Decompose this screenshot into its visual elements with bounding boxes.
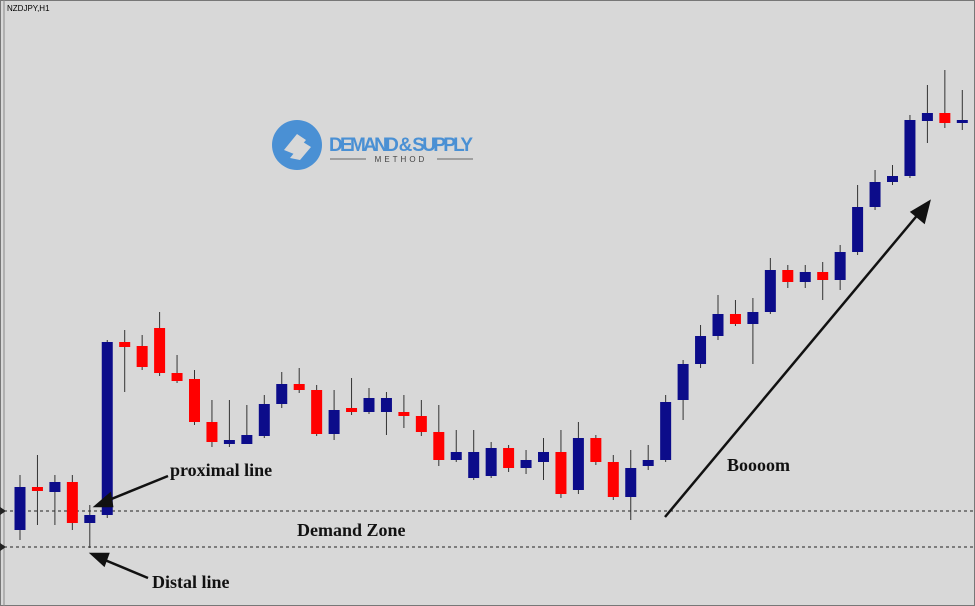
chart-title: NZDJPY,H1 xyxy=(7,4,50,13)
candle-body xyxy=(538,452,549,462)
arrow-head xyxy=(88,552,110,568)
candle-body xyxy=(817,272,829,280)
candle-body xyxy=(956,120,968,123)
candle-body xyxy=(869,182,881,207)
candle-body xyxy=(171,373,183,381)
zone xyxy=(0,507,975,551)
candle-body xyxy=(642,460,654,466)
candle-body xyxy=(223,440,235,444)
candle-body xyxy=(450,452,462,460)
candle-body xyxy=(415,416,427,432)
price-marker xyxy=(0,543,6,551)
candle-body xyxy=(799,272,811,282)
candle-body xyxy=(590,438,602,462)
candle-body xyxy=(747,312,759,324)
candle-body xyxy=(921,113,933,121)
candle-body xyxy=(49,482,61,492)
candle-body xyxy=(328,410,340,434)
annotation: proximal line xyxy=(170,460,272,480)
candle-body xyxy=(66,482,78,523)
candle-body xyxy=(258,404,270,436)
candle-body xyxy=(84,515,96,523)
logo-text: DEMAND & SUPPLY xyxy=(329,135,473,156)
candle-body xyxy=(729,314,741,324)
price-marker xyxy=(0,507,6,515)
arrow-head xyxy=(92,491,114,508)
candle-body xyxy=(625,468,637,497)
candle-body xyxy=(241,435,253,444)
candles xyxy=(14,70,968,548)
candle-body xyxy=(346,408,358,412)
candle-body xyxy=(695,336,707,364)
logo-tagline: METHOD xyxy=(375,155,428,164)
candle-body xyxy=(189,379,200,422)
candle-body xyxy=(660,402,672,460)
candle-body xyxy=(293,384,305,390)
candle-body xyxy=(363,398,375,412)
candle-body xyxy=(939,113,951,123)
candle-body xyxy=(398,412,410,416)
candle-body xyxy=(380,398,392,412)
candle-body xyxy=(136,346,148,367)
arrow xyxy=(103,474,169,504)
candle-body xyxy=(206,422,218,442)
candle-body xyxy=(712,314,724,336)
arrow-head xyxy=(909,199,931,225)
candle-body xyxy=(555,452,567,494)
candle-body xyxy=(677,364,689,400)
annotation: Distal line xyxy=(152,572,230,592)
candle-body xyxy=(433,432,445,460)
annotation: Demand Zone xyxy=(297,520,406,540)
candle-body xyxy=(782,270,794,282)
candle-body xyxy=(485,448,497,476)
candle-body xyxy=(311,390,323,434)
candle-body xyxy=(31,487,43,491)
candle-body xyxy=(119,342,131,347)
candle-body xyxy=(764,270,776,312)
candle-body xyxy=(887,176,898,182)
candle-body xyxy=(520,460,532,468)
arrow xyxy=(664,211,921,518)
candle-body xyxy=(607,462,619,497)
candle-body xyxy=(468,452,480,478)
candle-body xyxy=(834,252,846,280)
candle-body xyxy=(852,207,864,252)
candle-body xyxy=(904,120,916,176)
arrows xyxy=(88,199,931,580)
candle-body xyxy=(14,487,26,530)
candle-body xyxy=(503,448,515,468)
candle-body xyxy=(154,328,166,373)
candle-body xyxy=(572,438,584,490)
logo-mark xyxy=(284,134,311,160)
annotation: Boooom xyxy=(727,455,790,475)
logo: DEMAND & SUPPLY METHOD xyxy=(272,120,473,170)
candle-body xyxy=(276,384,288,404)
candle-body xyxy=(101,342,113,515)
arrow xyxy=(99,556,149,580)
